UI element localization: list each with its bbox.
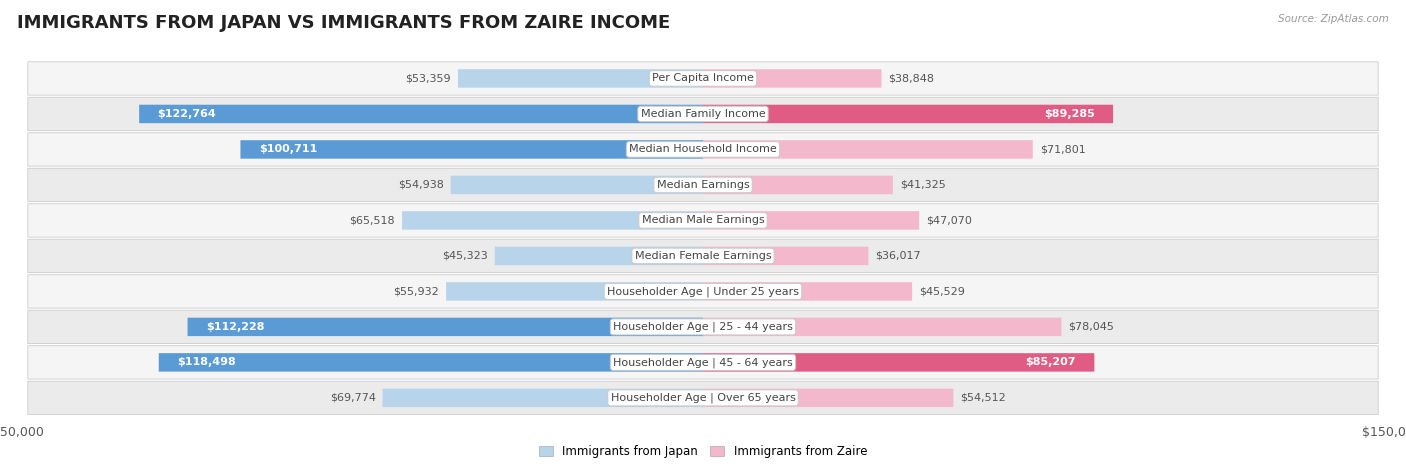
FancyBboxPatch shape <box>28 239 1378 273</box>
FancyBboxPatch shape <box>495 247 703 265</box>
FancyBboxPatch shape <box>703 247 869 265</box>
Text: Householder Age | Over 65 years: Householder Age | Over 65 years <box>610 393 796 403</box>
FancyBboxPatch shape <box>28 168 1378 202</box>
FancyBboxPatch shape <box>28 204 1378 237</box>
Text: Householder Age | 45 - 64 years: Householder Age | 45 - 64 years <box>613 357 793 368</box>
FancyBboxPatch shape <box>28 310 1378 344</box>
FancyBboxPatch shape <box>703 105 1114 123</box>
Text: Median Family Income: Median Family Income <box>641 109 765 119</box>
Text: $122,764: $122,764 <box>157 109 217 119</box>
FancyBboxPatch shape <box>28 275 1378 308</box>
Legend: Immigrants from Japan, Immigrants from Zaire: Immigrants from Japan, Immigrants from Z… <box>534 440 872 463</box>
Text: $45,529: $45,529 <box>920 286 965 297</box>
Text: IMMIGRANTS FROM JAPAN VS IMMIGRANTS FROM ZAIRE INCOME: IMMIGRANTS FROM JAPAN VS IMMIGRANTS FROM… <box>17 14 671 32</box>
FancyBboxPatch shape <box>187 318 703 336</box>
FancyBboxPatch shape <box>382 389 703 407</box>
Text: Per Capita Income: Per Capita Income <box>652 73 754 84</box>
FancyBboxPatch shape <box>703 389 953 407</box>
FancyBboxPatch shape <box>240 140 703 159</box>
Text: $65,518: $65,518 <box>350 215 395 226</box>
Text: $54,938: $54,938 <box>398 180 444 190</box>
Text: $71,801: $71,801 <box>1039 144 1085 155</box>
FancyBboxPatch shape <box>451 176 703 194</box>
FancyBboxPatch shape <box>703 211 920 230</box>
Text: Householder Age | 25 - 44 years: Householder Age | 25 - 44 years <box>613 322 793 332</box>
Text: $45,323: $45,323 <box>443 251 488 261</box>
Text: $53,359: $53,359 <box>405 73 451 84</box>
FancyBboxPatch shape <box>703 353 1094 372</box>
FancyBboxPatch shape <box>28 97 1378 131</box>
FancyBboxPatch shape <box>446 282 703 301</box>
Text: $112,228: $112,228 <box>205 322 264 332</box>
Text: $89,285: $89,285 <box>1045 109 1095 119</box>
FancyBboxPatch shape <box>28 346 1378 379</box>
FancyBboxPatch shape <box>458 69 703 88</box>
Text: $69,774: $69,774 <box>329 393 375 403</box>
Text: $47,070: $47,070 <box>927 215 972 226</box>
FancyBboxPatch shape <box>159 353 703 372</box>
Text: $54,512: $54,512 <box>960 393 1007 403</box>
Text: $118,498: $118,498 <box>177 357 236 368</box>
FancyBboxPatch shape <box>703 176 893 194</box>
Text: $100,711: $100,711 <box>259 144 318 155</box>
FancyBboxPatch shape <box>703 282 912 301</box>
Text: $36,017: $36,017 <box>876 251 921 261</box>
Text: $55,932: $55,932 <box>394 286 439 297</box>
FancyBboxPatch shape <box>402 211 703 230</box>
FancyBboxPatch shape <box>139 105 703 123</box>
FancyBboxPatch shape <box>28 381 1378 415</box>
Text: Median Female Earnings: Median Female Earnings <box>634 251 772 261</box>
FancyBboxPatch shape <box>703 140 1033 159</box>
Text: $78,045: $78,045 <box>1069 322 1114 332</box>
Text: Median Earnings: Median Earnings <box>657 180 749 190</box>
Text: $38,848: $38,848 <box>889 73 935 84</box>
Text: Householder Age | Under 25 years: Householder Age | Under 25 years <box>607 286 799 297</box>
Text: $41,325: $41,325 <box>900 180 945 190</box>
FancyBboxPatch shape <box>28 133 1378 166</box>
Text: Median Male Earnings: Median Male Earnings <box>641 215 765 226</box>
FancyBboxPatch shape <box>703 318 1062 336</box>
FancyBboxPatch shape <box>28 62 1378 95</box>
Text: $85,207: $85,207 <box>1025 357 1076 368</box>
FancyBboxPatch shape <box>703 69 882 88</box>
Text: Source: ZipAtlas.com: Source: ZipAtlas.com <box>1278 14 1389 24</box>
Text: Median Household Income: Median Household Income <box>628 144 778 155</box>
